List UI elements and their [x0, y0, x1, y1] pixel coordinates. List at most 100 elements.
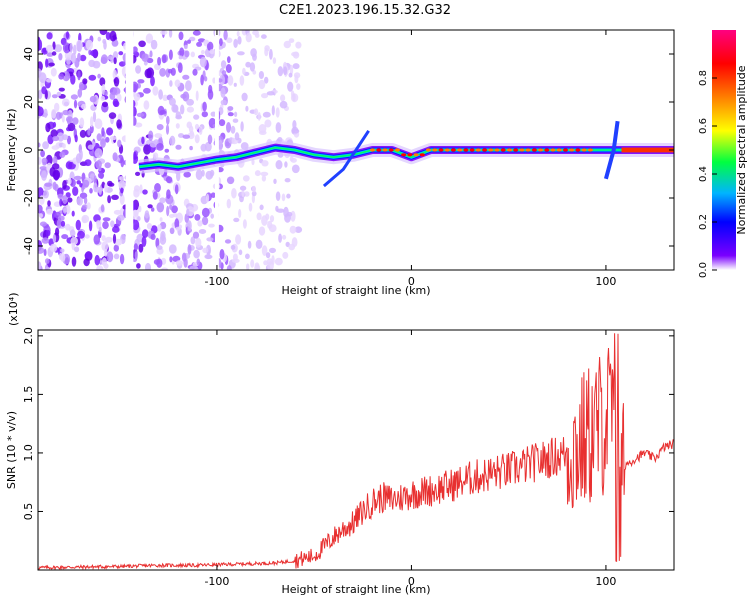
- spectrogram-noise-point: [88, 220, 93, 232]
- spectrogram-noise-point: [158, 89, 164, 100]
- spectrogram-noise-point: [76, 180, 81, 185]
- spectrogram-noise-point: [67, 177, 72, 185]
- spectrogram-noise-point: [288, 243, 296, 251]
- spectrogram-noise-point: [117, 139, 122, 148]
- spectrogram-noise-point: [101, 127, 105, 137]
- spectrogram-noise-point: [150, 76, 155, 87]
- spectrogram-noise-point: [41, 170, 47, 181]
- spectrogram-peak-point: [488, 148, 494, 152]
- spectrogram-noise-point: [89, 124, 94, 134]
- spectrogram-noise-point: [156, 202, 165, 213]
- spectrogram-noise-point: [245, 105, 249, 112]
- spectrogram-noise-point: [250, 259, 255, 268]
- spectrogram-noise-point: [40, 150, 45, 158]
- spectrogram-noise-point: [57, 215, 65, 221]
- x-tick-label: -100: [204, 575, 229, 588]
- spectrogram-noise-point: [175, 123, 180, 129]
- spectrogram-peak-point: [581, 148, 587, 152]
- snr-series-line: [38, 333, 674, 570]
- spectrogram-noise-point: [109, 136, 117, 141]
- spectrogram-peak-point: [587, 148, 594, 152]
- spectrogram-noise-point: [168, 244, 177, 254]
- spectrogram-noise-point: [75, 153, 82, 164]
- spectrogram-noise-point: [220, 99, 227, 106]
- spectrogram-noise-point: [236, 31, 240, 37]
- spectrogram-noise-point: [135, 65, 142, 74]
- spectrogram-peak-point: [562, 148, 569, 152]
- spectrogram-noise-point: [220, 87, 226, 98]
- spectrogram-noise-point: [94, 118, 103, 129]
- spectrogram-noise-point: [141, 136, 145, 145]
- spectrogram-noise-point: [97, 73, 101, 79]
- spectrogram-noise-point: [133, 243, 138, 251]
- spectrogram-noise-point: [231, 258, 240, 263]
- spectrogram-noise-point: [227, 56, 231, 64]
- spectrogram-noise-point: [65, 31, 70, 39]
- spectrogram-noise-point: [104, 183, 108, 193]
- spectrogram-noise-point: [77, 88, 83, 98]
- spectrogram-noise-point: [55, 227, 60, 236]
- spectrogram-noise-point: [38, 142, 41, 148]
- spectrogram-noise-point: [170, 67, 176, 76]
- spectrogram-noise-point: [205, 254, 213, 259]
- spectrogram-noise-point: [269, 48, 273, 60]
- spectrogram-noise-point: [105, 136, 110, 143]
- spectrogram-noise-point: [102, 39, 107, 44]
- spectrogram-noise-point: [202, 247, 209, 254]
- spectrogram-noise-point: [109, 30, 117, 42]
- spectrogram-noise-point: [79, 129, 87, 138]
- spectrogram-noise-point: [283, 40, 291, 49]
- spectrogram-noise-point: [38, 246, 45, 254]
- spectrogram-peak-point: [457, 148, 463, 152]
- spectrogram-noise-point: [226, 265, 232, 270]
- spectrogram-noise-point: [108, 182, 115, 187]
- spectrogram-peak-point: [525, 148, 531, 152]
- spectrogram-noise-point: [100, 138, 106, 148]
- spectrogram-noise-point: [133, 151, 137, 160]
- spectrogram-noise-point: [62, 180, 67, 190]
- spectrogram-noise-point: [289, 225, 297, 234]
- spectrogram-noise-point: [187, 220, 192, 232]
- spectrogram-noise-point: [112, 152, 118, 162]
- spectrogram-noise-point: [73, 99, 78, 109]
- spectrogram-noise-point: [72, 186, 79, 196]
- spectrogram-noise-point: [96, 265, 104, 270]
- spectrogram-noise-point: [290, 157, 297, 163]
- colorbar-gradient: [712, 30, 736, 270]
- spectrogram-noise-point: [47, 200, 51, 207]
- spectrogram-noise-point: [275, 122, 282, 133]
- spectrogram-noise-point: [79, 117, 85, 128]
- spectrogram-noise-point: [195, 169, 203, 181]
- spectrogram-noise-point: [97, 36, 102, 42]
- spectrogram-noise-point: [72, 117, 79, 125]
- spectrogram-noise-point: [162, 94, 168, 102]
- spectrogram-noise-point: [241, 190, 245, 198]
- spectrogram-noise-point: [156, 143, 164, 151]
- spectrogram-noise-point: [76, 196, 83, 206]
- spectrogram-peak-point: [575, 148, 581, 152]
- spectrogram-noise-point: [102, 217, 111, 222]
- spectrogram-noise-point: [257, 112, 261, 121]
- spectrogram-noise-point: [179, 47, 185, 57]
- colorbar-tick-label: 0.8: [698, 70, 709, 86]
- spectrogram-noise-point: [51, 145, 60, 150]
- spectrogram-noise-point: [94, 148, 103, 159]
- spectrogram-noise-point: [296, 83, 301, 90]
- spectrogram-noise-point: [138, 243, 144, 253]
- spectrogram-noise-point: [58, 53, 63, 61]
- spectrogram-noise-point: [207, 134, 213, 145]
- spectrogram-peak-point: [506, 148, 513, 152]
- snr-y-multiplier: (x10⁴): [7, 293, 20, 327]
- spectrogram-noise-point: [184, 44, 188, 50]
- spectrogram-noise-point: [282, 234, 287, 240]
- spectrogram-noise-point: [292, 120, 297, 130]
- colorbar-tick-label: 0.4: [698, 166, 709, 182]
- spectrogram-noise-point: [254, 170, 261, 177]
- spectrogram-noise-point: [141, 236, 147, 248]
- spectrogram-noise-point: [192, 30, 201, 36]
- spectrogram-noise-point: [71, 256, 77, 267]
- spectrogram-noise-point: [58, 87, 65, 92]
- spectrogram-noise-point: [152, 86, 159, 96]
- spectrogram-noise-point: [146, 223, 153, 230]
- snr-frame: [37, 329, 675, 571]
